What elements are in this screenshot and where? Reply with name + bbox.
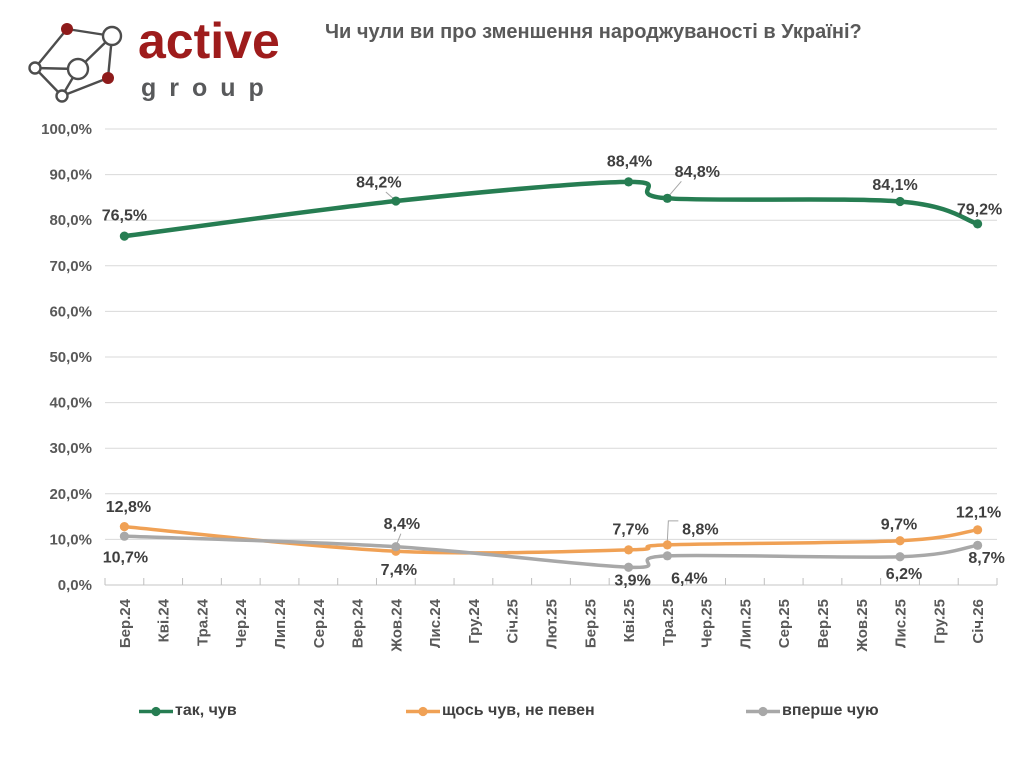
- svg-text:Чер.24: Чер.24: [233, 598, 250, 648]
- svg-text:8,4%: 8,4%: [384, 516, 420, 533]
- svg-text:Жов.24: Жов.24: [388, 598, 405, 652]
- svg-text:Лип.24: Лип.24: [272, 598, 289, 648]
- svg-text:60,0%: 60,0%: [49, 303, 92, 320]
- svg-text:20,0%: 20,0%: [49, 486, 92, 503]
- svg-text:Сер.24: Сер.24: [311, 598, 328, 648]
- active-group-logo-icon: [28, 23, 123, 103]
- svg-text:Кві.25: Кві.25: [621, 599, 638, 642]
- svg-text:Гру.25: Гру.25: [931, 599, 948, 644]
- svg-text:Лис.24: Лис.24: [427, 598, 444, 648]
- svg-text:7,4%: 7,4%: [381, 562, 417, 579]
- chart-legend: так, чув щось чув, не певен вперше чую: [0, 698, 1024, 728]
- svg-text:9,7%: 9,7%: [881, 516, 917, 533]
- svg-text:7,7%: 7,7%: [612, 521, 648, 538]
- svg-text:0,0%: 0,0%: [58, 577, 92, 594]
- svg-text:10,7%: 10,7%: [103, 550, 148, 567]
- svg-text:Вер.24: Вер.24: [350, 598, 367, 648]
- svg-text:90,0%: 90,0%: [49, 167, 92, 184]
- svg-text:Січ.25: Січ.25: [505, 599, 522, 644]
- svg-text:50,0%: 50,0%: [49, 349, 92, 366]
- svg-text:100,0%: 100,0%: [41, 121, 92, 138]
- svg-text:Лип.25: Лип.25: [737, 599, 754, 649]
- svg-text:88,4%: 88,4%: [607, 153, 652, 170]
- svg-text:30,0%: 30,0%: [49, 440, 92, 457]
- legend-item-yes-heard: так, чув: [138, 698, 237, 724]
- svg-text:Кві.24: Кві.24: [156, 598, 173, 642]
- chart-title: Чи чули ви про зменшення народжуваності …: [325, 21, 862, 43]
- svg-text:Тра.24: Тра.24: [194, 598, 211, 646]
- svg-text:6,4%: 6,4%: [671, 570, 707, 587]
- svg-text:80,0%: 80,0%: [49, 212, 92, 229]
- svg-text:10,0%: 10,0%: [49, 531, 92, 548]
- legend-label: так, чув: [175, 702, 237, 719]
- svg-text:Лют.25: Лют.25: [544, 599, 561, 649]
- svg-text:40,0%: 40,0%: [49, 395, 92, 412]
- svg-text:Січ.26: Січ.26: [970, 599, 987, 644]
- brand-name-primary: active: [138, 13, 280, 69]
- legend-marker-icon: [406, 706, 440, 716]
- svg-text:Чер.25: Чер.25: [699, 599, 716, 648]
- svg-text:84,2%: 84,2%: [356, 175, 401, 192]
- svg-text:79,2%: 79,2%: [957, 201, 1002, 218]
- svg-text:8,8%: 8,8%: [682, 521, 718, 538]
- legend-item-first-time: вперше чую: [745, 698, 879, 724]
- legend-label: щось чув, не певен: [442, 702, 595, 719]
- svg-text:84,1%: 84,1%: [872, 177, 917, 194]
- legend-marker-icon: [139, 706, 173, 716]
- svg-text:Вер.25: Вер.25: [815, 599, 832, 648]
- svg-text:6,2%: 6,2%: [886, 566, 922, 583]
- svg-text:8,7%: 8,7%: [968, 550, 1004, 567]
- svg-text:Гру.24: Гру.24: [466, 598, 483, 643]
- svg-text:Жов.25: Жов.25: [854, 599, 871, 653]
- svg-text:Лис.25: Лис.25: [893, 599, 910, 648]
- legend-item-heard-something: щось чув, не певен: [405, 698, 595, 724]
- svg-text:Бер.24: Бер.24: [117, 598, 134, 648]
- svg-text:84,8%: 84,8%: [675, 164, 720, 181]
- svg-text:76,5%: 76,5%: [102, 208, 147, 225]
- svg-text:12,1%: 12,1%: [956, 504, 1001, 521]
- svg-text:3,9%: 3,9%: [614, 573, 650, 590]
- svg-text:Сер.25: Сер.25: [776, 599, 793, 648]
- legend-marker-icon: [746, 706, 780, 716]
- legend-label: вперше чую: [782, 702, 879, 719]
- line-chart-canvas: 0,0% 10,0% 20,0% 30,0% 40,0% 50,0% 60,0% 70,0% 8…: [41, 121, 1005, 653]
- svg-text:Тра.25: Тра.25: [660, 599, 677, 646]
- svg-text:Бер.25: Бер.25: [582, 599, 599, 648]
- svg-text:12,8%: 12,8%: [106, 499, 151, 516]
- svg-text:70,0%: 70,0%: [49, 258, 92, 275]
- brand-name-secondary: group: [141, 74, 277, 102]
